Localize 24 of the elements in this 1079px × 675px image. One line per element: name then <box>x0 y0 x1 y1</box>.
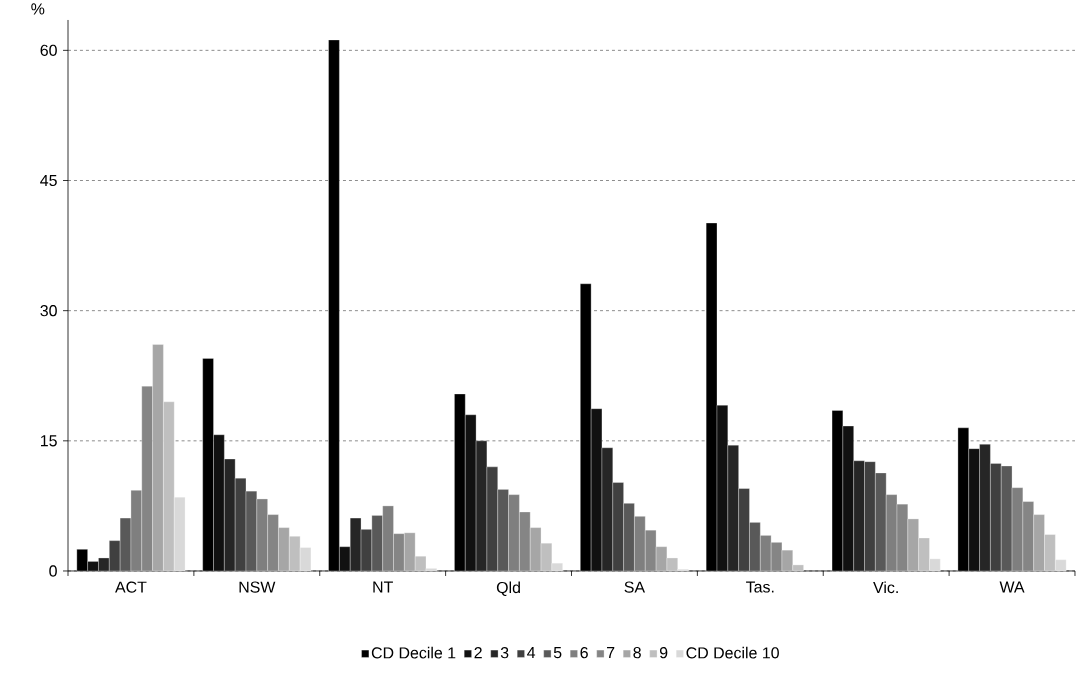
legend-label: 6 <box>580 647 588 659</box>
x-tick-label: Vic. <box>873 581 898 594</box>
y-tick-label: 30 <box>40 305 57 317</box>
legend-label: CD Decile 10 <box>686 646 779 659</box>
legend-label: 9 <box>659 647 668 659</box>
y-tick-label: 15 <box>41 435 57 447</box>
x-tick-label: ACT <box>115 581 147 593</box>
y-tick-label: 60 <box>40 44 57 56</box>
y-axis-title: % <box>31 3 45 15</box>
legend-label: 5 <box>553 647 562 659</box>
x-tick-label: NT <box>373 581 393 593</box>
legend-label: 4 <box>527 647 536 659</box>
x-tick-label: WA <box>999 581 1025 593</box>
x-tick-label: Qld <box>496 581 520 597</box>
y-tick-label: 0 <box>49 565 57 577</box>
legend-label: 8 <box>633 647 641 659</box>
x-tick-label: SA <box>624 581 646 593</box>
x-tick-label: NSW <box>239 581 276 593</box>
y-tick-label: 45 <box>40 174 57 187</box>
legend-label: 2 <box>474 647 482 659</box>
legend-label: 3 <box>500 647 509 659</box>
legend-label: CD Decile 1 <box>371 646 456 659</box>
legend-label: 7 <box>607 647 615 659</box>
x-tick-label: Tas. <box>746 581 774 593</box>
